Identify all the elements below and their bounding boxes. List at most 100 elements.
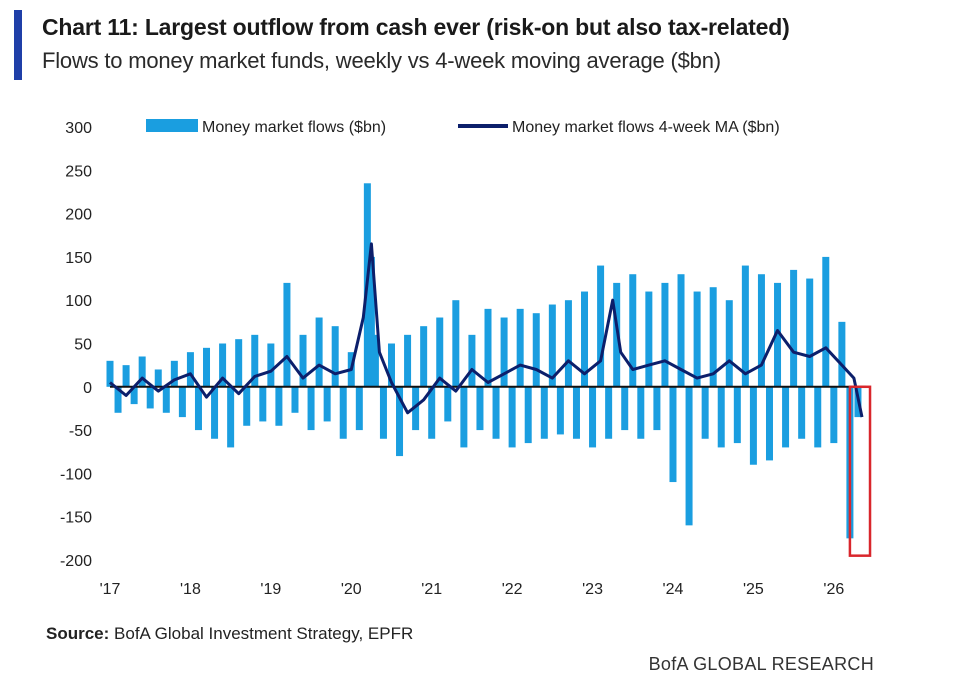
flow-bar xyxy=(379,386,387,439)
y-axis-ticks: 300 250 200 150 100 50 0 -50 -100 -150 -200 xyxy=(60,120,92,570)
x-tick-label: '25 xyxy=(743,581,764,598)
flow-bar xyxy=(194,386,202,431)
brand-mark: BofA GLOBAL RESEARCH xyxy=(648,654,874,674)
x-tick-label: '26 xyxy=(823,581,844,598)
flow-bar xyxy=(275,386,283,426)
flow-bar xyxy=(436,317,444,387)
flow-bar xyxy=(396,386,404,457)
x-tick-label: '19 xyxy=(260,581,281,598)
flow-bar xyxy=(717,386,725,448)
flow-bar xyxy=(645,291,653,387)
flow-bar xyxy=(806,278,814,387)
flow-bar xyxy=(564,300,572,387)
chart-title: Chart 11: Largest outflow from cash ever… xyxy=(42,14,790,40)
flow-bar xyxy=(685,386,693,526)
flow-bar xyxy=(516,308,524,387)
flow-bar xyxy=(138,356,146,387)
y-tick-label: -200 xyxy=(60,553,92,570)
y-tick-label: 300 xyxy=(65,120,92,137)
flow-bar xyxy=(259,386,267,422)
flow-bar xyxy=(251,334,259,387)
flow-bar xyxy=(814,386,822,448)
flow-bar xyxy=(741,265,749,387)
flow-bar xyxy=(669,386,677,483)
flow-bar xyxy=(106,360,114,387)
flow-bar xyxy=(548,304,556,387)
flow-bar xyxy=(782,386,790,448)
x-tick-label: '17 xyxy=(100,581,121,598)
x-tick-label: '18 xyxy=(180,581,201,598)
flow-bar xyxy=(468,334,476,387)
flow-bar xyxy=(444,386,452,422)
flow-bar xyxy=(122,365,130,387)
y-tick-label: 50 xyxy=(74,337,92,354)
legend: Money market flows ($bn) Money market fl… xyxy=(146,119,780,136)
flow-bar xyxy=(774,282,782,387)
flow-bar xyxy=(186,352,194,387)
flow-bar xyxy=(211,386,219,439)
flow-bar xyxy=(709,287,717,387)
flow-bar xyxy=(757,274,765,387)
flow-bar xyxy=(323,386,331,422)
flow-bar xyxy=(460,386,468,448)
legend-label-flows: Money market flows ($bn) xyxy=(202,119,386,136)
x-axis-ticks: '17 '18 '19 '20 '21 '22 '23 '24 '25 '26 xyxy=(100,581,845,598)
y-tick-label: 250 xyxy=(65,163,92,180)
source-text: BofA Global Investment Strategy, EPFR xyxy=(114,624,414,643)
flow-bar xyxy=(621,386,629,431)
y-tick-label: -150 xyxy=(60,510,92,527)
flow-bar xyxy=(219,343,227,387)
flow-bar xyxy=(299,334,307,387)
flow-bar xyxy=(412,386,420,431)
chart-area: Money market flows ($bn) Money market fl… xyxy=(60,119,872,598)
highlight-box xyxy=(848,385,872,557)
y-tick-label: -50 xyxy=(69,423,92,440)
flow-bar xyxy=(508,386,516,448)
flow-bar xyxy=(589,386,597,448)
flow-bar xyxy=(540,386,548,439)
flow-bar xyxy=(661,282,669,387)
flow-bar xyxy=(733,386,741,444)
flow-bar xyxy=(367,256,375,387)
flow-bar xyxy=(154,369,162,387)
flow-bar xyxy=(830,386,838,444)
flow-bar xyxy=(291,386,299,413)
flow-bar xyxy=(178,386,186,418)
flow-bar xyxy=(307,386,315,431)
flow-bar xyxy=(404,334,412,387)
y-tick-label: 0 xyxy=(83,380,92,397)
title-accent-bar xyxy=(14,10,22,80)
flow-bar xyxy=(693,291,701,387)
flow-bar xyxy=(267,343,275,387)
x-tick-label: '21 xyxy=(421,581,442,598)
flow-bar xyxy=(227,386,235,448)
flow-bar xyxy=(315,317,323,387)
flow-bar xyxy=(677,274,685,387)
flow-bar xyxy=(130,386,138,405)
flow-bar xyxy=(428,386,436,439)
flow-bar xyxy=(597,265,605,387)
flow-bar xyxy=(114,386,122,413)
flow-bar xyxy=(790,269,798,387)
x-tick-label: '20 xyxy=(341,581,362,598)
flow-bar xyxy=(637,386,645,439)
flow-bar xyxy=(822,256,830,387)
flow-bar xyxy=(500,317,508,387)
flow-bar xyxy=(476,386,484,431)
flow-bar xyxy=(556,386,564,435)
flow-bar xyxy=(339,386,347,439)
source-note: Source: BofA Global Investment Strategy,… xyxy=(46,624,413,644)
flow-bar xyxy=(492,386,500,439)
y-tick-label: 200 xyxy=(65,207,92,224)
y-tick-label: 150 xyxy=(65,250,92,267)
flow-bar xyxy=(420,326,428,387)
flow-bar xyxy=(146,386,154,409)
x-tick-label: '22 xyxy=(502,581,523,598)
y-tick-label: -100 xyxy=(60,466,92,483)
flow-bar xyxy=(355,386,363,431)
flow-bar xyxy=(283,282,291,387)
flow-bar xyxy=(532,313,540,387)
flow-bar xyxy=(701,386,709,439)
legend-swatch-flows xyxy=(146,119,198,132)
flow-bar xyxy=(203,347,211,387)
